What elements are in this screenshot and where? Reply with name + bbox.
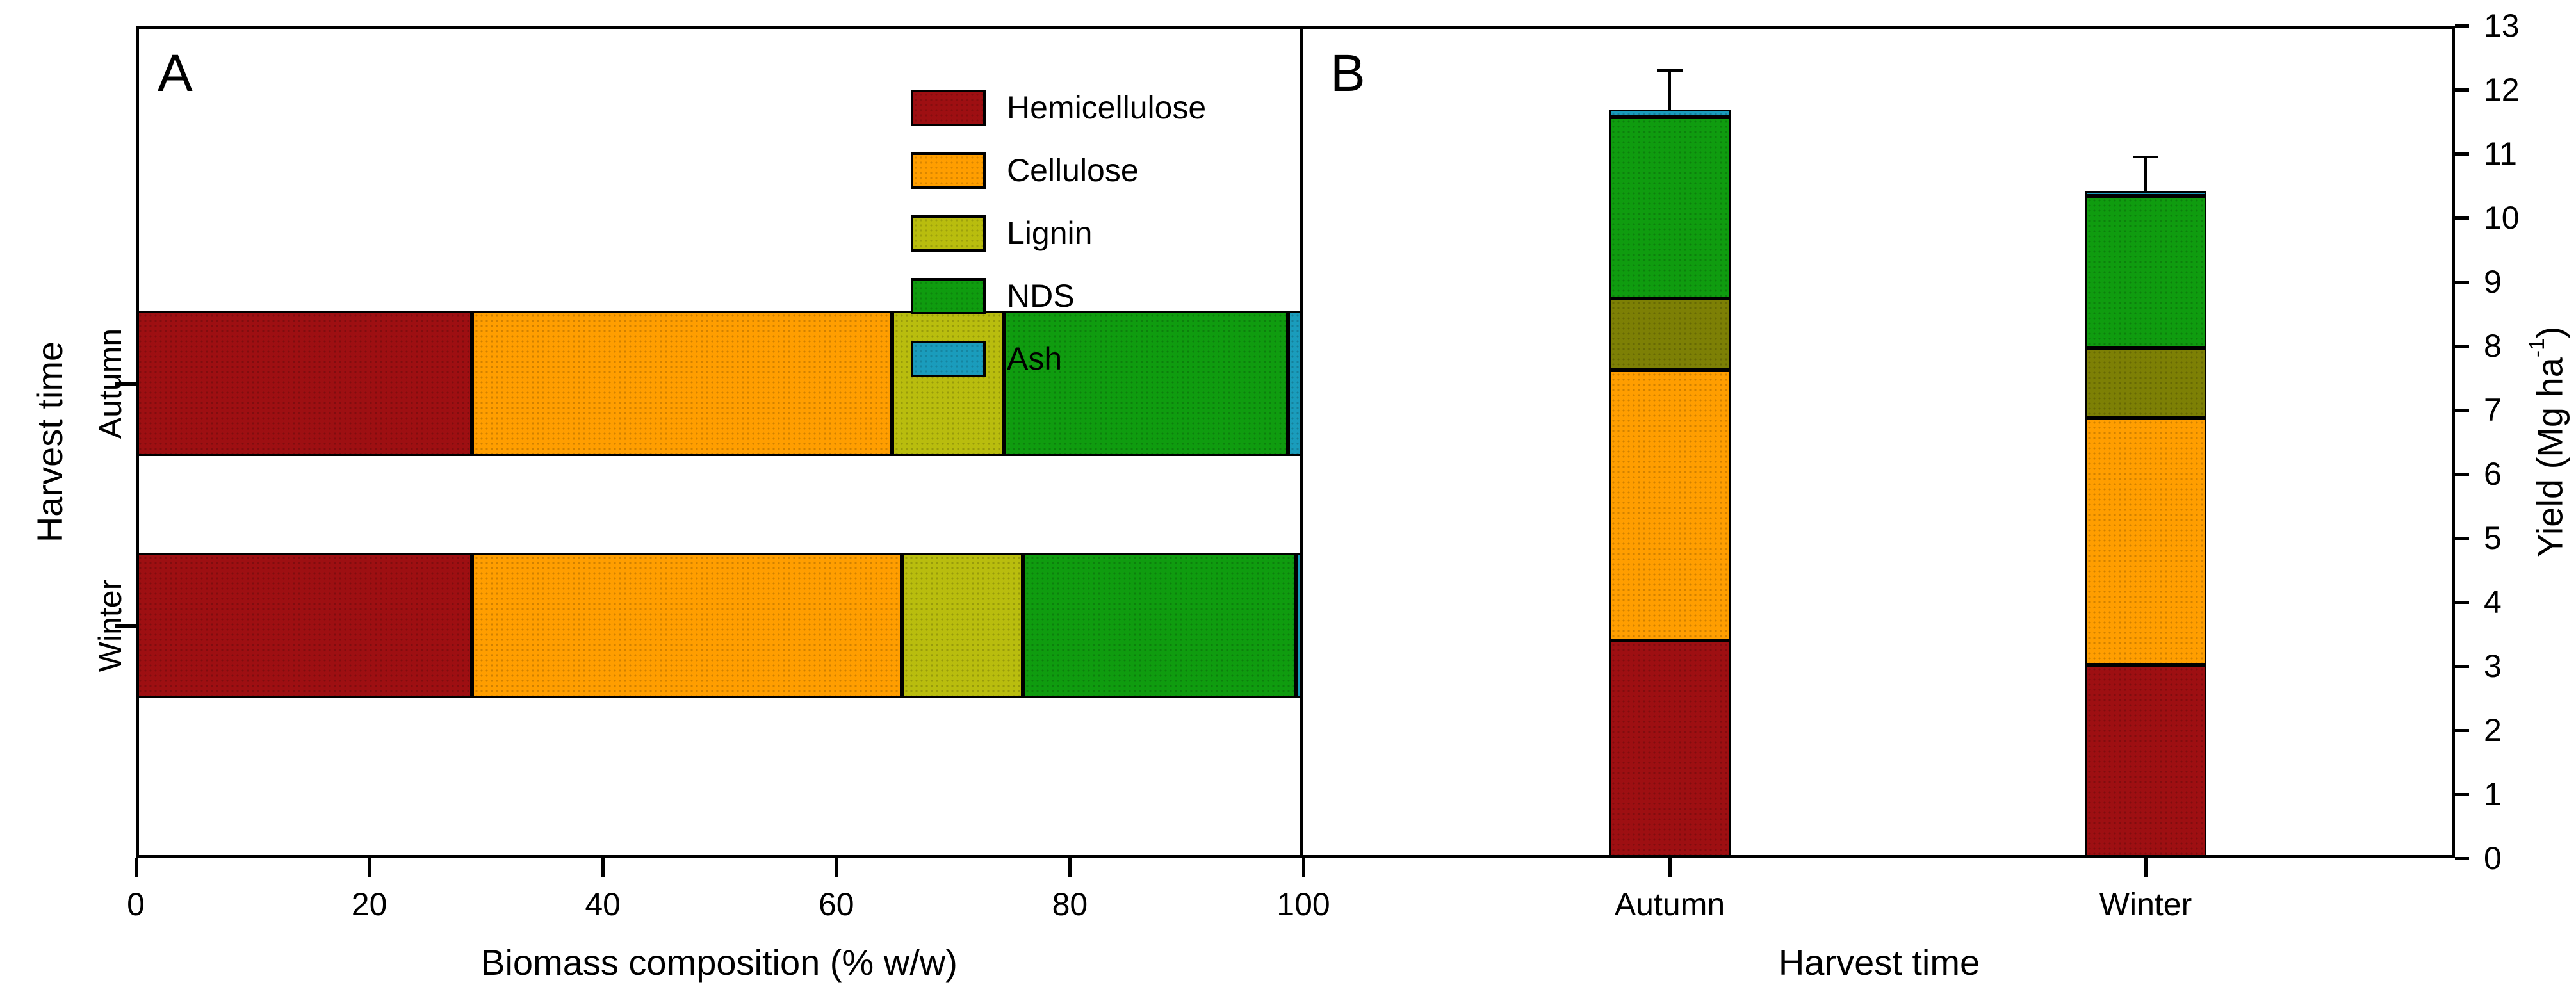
panel-a-y-axis-title: Harvest time: [29, 341, 70, 543]
bar-segment-winter-nds: [2085, 196, 2206, 348]
bar-segment-winter-lignin: [2085, 348, 2206, 418]
error-bar-line-autumn: [1668, 70, 1671, 110]
bar-segment-autumn-nds: [1609, 117, 1731, 298]
panel-b-x-tick: [1668, 858, 1672, 877]
panel-a-x-tick-label: 20: [351, 886, 387, 922]
panel-b-y-tick-label: 13: [2484, 8, 2520, 44]
panel-b-y-tick: [2455, 728, 2469, 732]
panel-b-y-tick-label: 6: [2484, 456, 2502, 492]
bar-segment-winter-ash: [1296, 553, 1303, 698]
panel-b-y-tick-label: 10: [2484, 200, 2520, 236]
legend-label-hemicellulose: Hemicellulose: [1007, 90, 1207, 126]
error-bar-cap-autumn: [1657, 69, 1683, 72]
bar-segment-autumn-ash: [1609, 110, 1731, 117]
panel-b-category-label: Winter: [2099, 886, 2192, 922]
bar-segment-winter-nds: [1023, 553, 1297, 698]
panel-a-x-tick-label: 60: [818, 886, 854, 922]
panel-a-category-text: Autumn: [92, 328, 128, 439]
panel-b-y-tick: [2455, 792, 2469, 796]
panel-b-y-tick: [2455, 536, 2469, 540]
legend-swatch-hemicellulose: [911, 90, 986, 126]
panel-a-label: A: [158, 44, 193, 102]
panel-a-x-tick-label: 40: [585, 886, 621, 922]
panel-b-y-tick: [2455, 152, 2469, 156]
panel-a-x-tick: [368, 858, 371, 877]
panel-b-frame: [1303, 26, 2455, 858]
panel-b-y-tick: [2455, 856, 2469, 860]
panel-b-y-tick-label: 4: [2484, 584, 2502, 620]
error-bar-line-winter: [2144, 157, 2147, 191]
panel-a-category-label: Winter: [92, 580, 129, 672]
panel-a-x-tick: [1301, 858, 1305, 877]
panel-b-y-tick-label: 2: [2484, 712, 2502, 748]
panel-b-y-tick-label: 9: [2484, 264, 2502, 300]
panel-b-y-tick: [2455, 280, 2469, 284]
panel-b-y-tick: [2455, 664, 2469, 668]
panel-b-x-tick: [2144, 858, 2148, 877]
panel-a-x-tick: [134, 858, 138, 877]
bar-segment-autumn-ash: [1288, 311, 1303, 456]
panel-b-category-label: Autumn: [1614, 886, 1725, 922]
legend-label-lignin: Lignin: [1007, 215, 1093, 251]
panel-a-x-tick: [835, 858, 838, 877]
panel-b-y-tick-label: 8: [2484, 328, 2502, 364]
bar-segment-winter-hemicellulose: [2085, 665, 2206, 858]
panel-a-category-text: Winter: [92, 579, 128, 673]
panel-a-x-tick: [1068, 858, 1072, 877]
panel-a-x-axis-title: Biomass composition (% w/w): [481, 942, 958, 983]
bar-segment-autumn-hemicellulose: [136, 311, 473, 456]
legend-swatch-ash: [911, 341, 986, 377]
panel-a-x-tick-label: 0: [127, 886, 145, 922]
bar-segment-autumn-hemicellulose: [1609, 640, 1731, 858]
panel-a-x-tick: [601, 858, 605, 877]
legend-swatch-nds: [911, 278, 986, 314]
panel-b-y-tick-label: 12: [2484, 72, 2520, 108]
panel-b-y-axis-title: Yield (Mg ha-1): [2525, 326, 2570, 558]
panel-a-x-tick-label: 80: [1052, 886, 1088, 922]
bar-segment-winter-cellulose: [472, 553, 902, 698]
panel-b-y-tick-label: 7: [2484, 392, 2502, 428]
panel-b-label: B: [1330, 44, 1365, 102]
bar-segment-winter-hemicellulose: [136, 553, 473, 698]
panel-a-y-tick: [115, 382, 136, 386]
panel-b-y-tick-label: 0: [2484, 840, 2502, 876]
panel-b-y-tick-label: 11: [2484, 136, 2517, 172]
panel-b-y-tick: [2455, 600, 2469, 604]
bar-segment-autumn-cellulose: [472, 311, 893, 456]
legend-label-cellulose: Cellulose: [1007, 152, 1139, 188]
panel-b-y-tick-label: 1: [2484, 776, 2502, 812]
panel-b-x-axis-title: Harvest time: [1778, 942, 1980, 983]
error-bar-cap-winter: [2133, 156, 2158, 158]
legend-label-ash: Ash: [1007, 341, 1063, 377]
panel-a-x-tick-label: 100: [1276, 886, 1330, 922]
bar-segment-autumn-lignin: [1609, 298, 1731, 370]
bar-segment-winter-lignin: [901, 553, 1023, 698]
panel-b-y-tick-label: 3: [2484, 648, 2502, 684]
legend-label-nds: NDS: [1007, 278, 1075, 314]
panel-a-y-tick: [115, 624, 136, 628]
panel-b-y-tick: [2455, 408, 2469, 412]
panel-b-y-tick: [2455, 472, 2469, 476]
bar-segment-winter-ash: [2085, 191, 2206, 196]
panel-a-category-label: Autumn: [92, 329, 129, 439]
panel-b-y-tick: [2455, 216, 2469, 220]
bar-segment-autumn-nds: [1004, 311, 1289, 456]
panel-b-y-tick: [2455, 344, 2469, 348]
bar-segment-autumn-cellulose: [1609, 370, 1731, 640]
legend-swatch-lignin: [911, 215, 986, 252]
legend-swatch-cellulose: [911, 152, 986, 189]
panel-b-y-tick: [2455, 88, 2469, 92]
panel-b-y-tick-label: 5: [2484, 520, 2502, 556]
panel-b-y-tick: [2455, 24, 2469, 28]
bar-segment-winter-cellulose: [2085, 418, 2206, 665]
bar-segment-autumn-lignin: [892, 311, 1005, 456]
